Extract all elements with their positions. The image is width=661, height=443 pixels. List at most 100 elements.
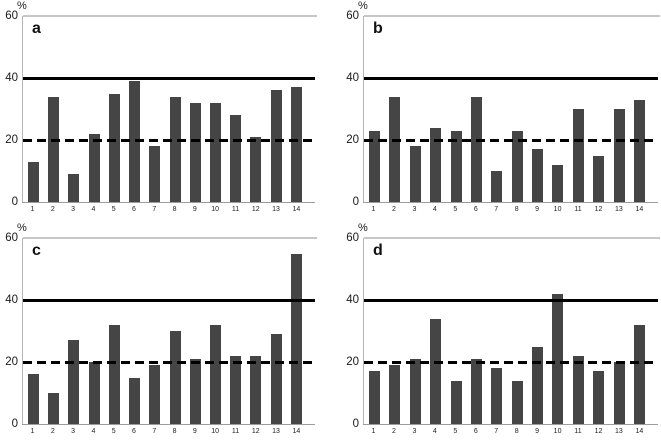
y-tick-label-0: 0 xyxy=(352,196,359,208)
x-tick-label-b-1: 1 xyxy=(371,206,376,213)
bar-a-2 xyxy=(48,96,60,202)
x-tick-label-d-4: 4 xyxy=(432,428,437,435)
y-tick-label-20: 20 xyxy=(346,134,359,146)
x-tick-label-a-13: 13 xyxy=(272,206,280,213)
x-tick-label-d-8: 8 xyxy=(514,428,519,435)
bars-row xyxy=(23,16,315,202)
x-tick-label-b-7: 7 xyxy=(494,206,499,213)
y-tick-label-60: 60 xyxy=(5,10,18,22)
chart-panel-a: % a 1 2 3 4 5 6 7 8 9 10 11 12 13 14 0 20 40 60 xyxy=(0,0,330,221)
panel-letter-label: c xyxy=(32,242,41,259)
y-tick-label-20: 20 xyxy=(5,356,18,368)
plot-area: a xyxy=(22,15,317,203)
bar-d-5 xyxy=(450,380,462,424)
bar-a-1 xyxy=(28,161,39,202)
bar-d-7 xyxy=(491,368,503,424)
y-tick-label-40: 40 xyxy=(5,72,18,84)
y-tick-label-20: 20 xyxy=(346,356,359,368)
x-tick-label-a-14: 14 xyxy=(292,206,301,213)
bar-c-13 xyxy=(270,334,282,424)
plot-area: d xyxy=(363,237,660,425)
panel-letter-label: d xyxy=(373,242,383,259)
y-tick-label-60: 60 xyxy=(346,232,359,244)
chart-panel-c: % c 1 2 3 4 5 6 7 8 9 10 11 12 13 14 0 20 40 60 xyxy=(0,222,330,443)
bar-a-3 xyxy=(68,174,80,202)
bar-d-11 xyxy=(572,355,584,424)
dashed-reference-line-20 xyxy=(23,360,315,364)
x-tick-label-a-5: 5 xyxy=(111,206,116,213)
bar-c-10 xyxy=(209,324,221,424)
x-tick-label-d-1: 1 xyxy=(371,428,376,435)
x-tick-label-d-14: 14 xyxy=(635,428,644,435)
dashed-reference-line-20 xyxy=(364,360,658,364)
bar-a-9 xyxy=(189,102,201,202)
bar-c-9 xyxy=(189,358,201,424)
y-tick-label-0: 0 xyxy=(352,418,359,430)
x-tick-label-c-1: 1 xyxy=(30,428,35,435)
bar-b-1 xyxy=(369,130,380,202)
bar-a-14 xyxy=(290,87,302,202)
bar-b-2 xyxy=(389,96,401,202)
x-axis-baseline xyxy=(363,201,658,203)
bar-a-11 xyxy=(230,115,242,202)
dashed-reference-line-20 xyxy=(23,138,315,142)
bar-b-8 xyxy=(511,130,523,202)
x-tick-label-c-3: 3 xyxy=(71,428,76,435)
solid-reference-line-40 xyxy=(23,76,315,80)
x-tick-label-a-3: 3 xyxy=(71,206,76,213)
x-tick-label-b-2: 2 xyxy=(392,206,396,213)
y-axis-unit-label: % xyxy=(358,0,368,12)
bar-d-13 xyxy=(613,362,625,424)
x-tick-labels: 1 2 3 4 5 6 7 8 9 10 11 12 13 14 xyxy=(363,427,658,437)
bar-c-3 xyxy=(68,340,80,424)
bar-a-13 xyxy=(270,90,282,202)
x-tick-label-c-6: 6 xyxy=(132,428,136,435)
bar-c-1 xyxy=(28,374,39,424)
y-tick-label-20: 20 xyxy=(5,134,18,146)
bar-d-6 xyxy=(470,358,482,424)
bar-c-11 xyxy=(230,355,242,424)
bar-b-11 xyxy=(572,109,584,202)
x-tick-label-b-9: 9 xyxy=(535,206,540,213)
bar-d-4 xyxy=(430,318,442,424)
x-tick-label-d-12: 12 xyxy=(594,428,603,435)
plot-area: c xyxy=(22,237,317,425)
bar-a-4 xyxy=(88,133,100,202)
x-tick-label-d-9: 9 xyxy=(535,428,540,435)
bar-b-7 xyxy=(491,171,503,202)
x-tick-label-c-9: 9 xyxy=(192,428,197,435)
bar-b-4 xyxy=(430,127,442,202)
bar-d-1 xyxy=(369,371,380,424)
x-tick-label-b-14: 14 xyxy=(635,206,644,213)
bar-d-14 xyxy=(633,324,645,424)
x-tick-label-b-6: 6 xyxy=(473,206,478,213)
bar-b-3 xyxy=(409,146,421,202)
x-tick-labels: 1 2 3 4 5 6 7 8 9 10 11 12 13 14 xyxy=(22,427,315,437)
x-tick-label-c-10: 10 xyxy=(211,428,220,435)
y-axis-unit-label: % xyxy=(17,0,27,12)
x-axis-baseline xyxy=(363,423,658,425)
bar-c-7 xyxy=(149,365,161,424)
x-tick-label-b-13: 13 xyxy=(615,206,623,213)
plot-area: b xyxy=(363,15,660,203)
bar-b-14 xyxy=(633,99,645,202)
x-tick-label-a-12: 12 xyxy=(251,206,260,213)
x-tick-label-d-13: 13 xyxy=(615,428,623,435)
top-gridline-60 xyxy=(23,15,317,17)
x-tick-label-c-11: 11 xyxy=(231,428,240,435)
bar-c-8 xyxy=(169,331,181,424)
bars-row xyxy=(23,238,315,424)
bar-c-14 xyxy=(290,253,302,424)
y-tick-label-40: 40 xyxy=(346,294,359,306)
y-tick-label-0: 0 xyxy=(11,196,18,208)
bar-d-9 xyxy=(532,346,543,424)
x-tick-label-a-4: 4 xyxy=(91,206,96,213)
top-gridline-60 xyxy=(364,15,660,17)
bar-b-9 xyxy=(532,149,543,202)
bar-a-10 xyxy=(209,102,221,202)
x-tick-label-b-4: 4 xyxy=(432,206,437,213)
bar-d-12 xyxy=(593,371,605,424)
x-tick-label-d-7: 7 xyxy=(494,428,499,435)
x-tick-label-c-14: 14 xyxy=(292,428,301,435)
